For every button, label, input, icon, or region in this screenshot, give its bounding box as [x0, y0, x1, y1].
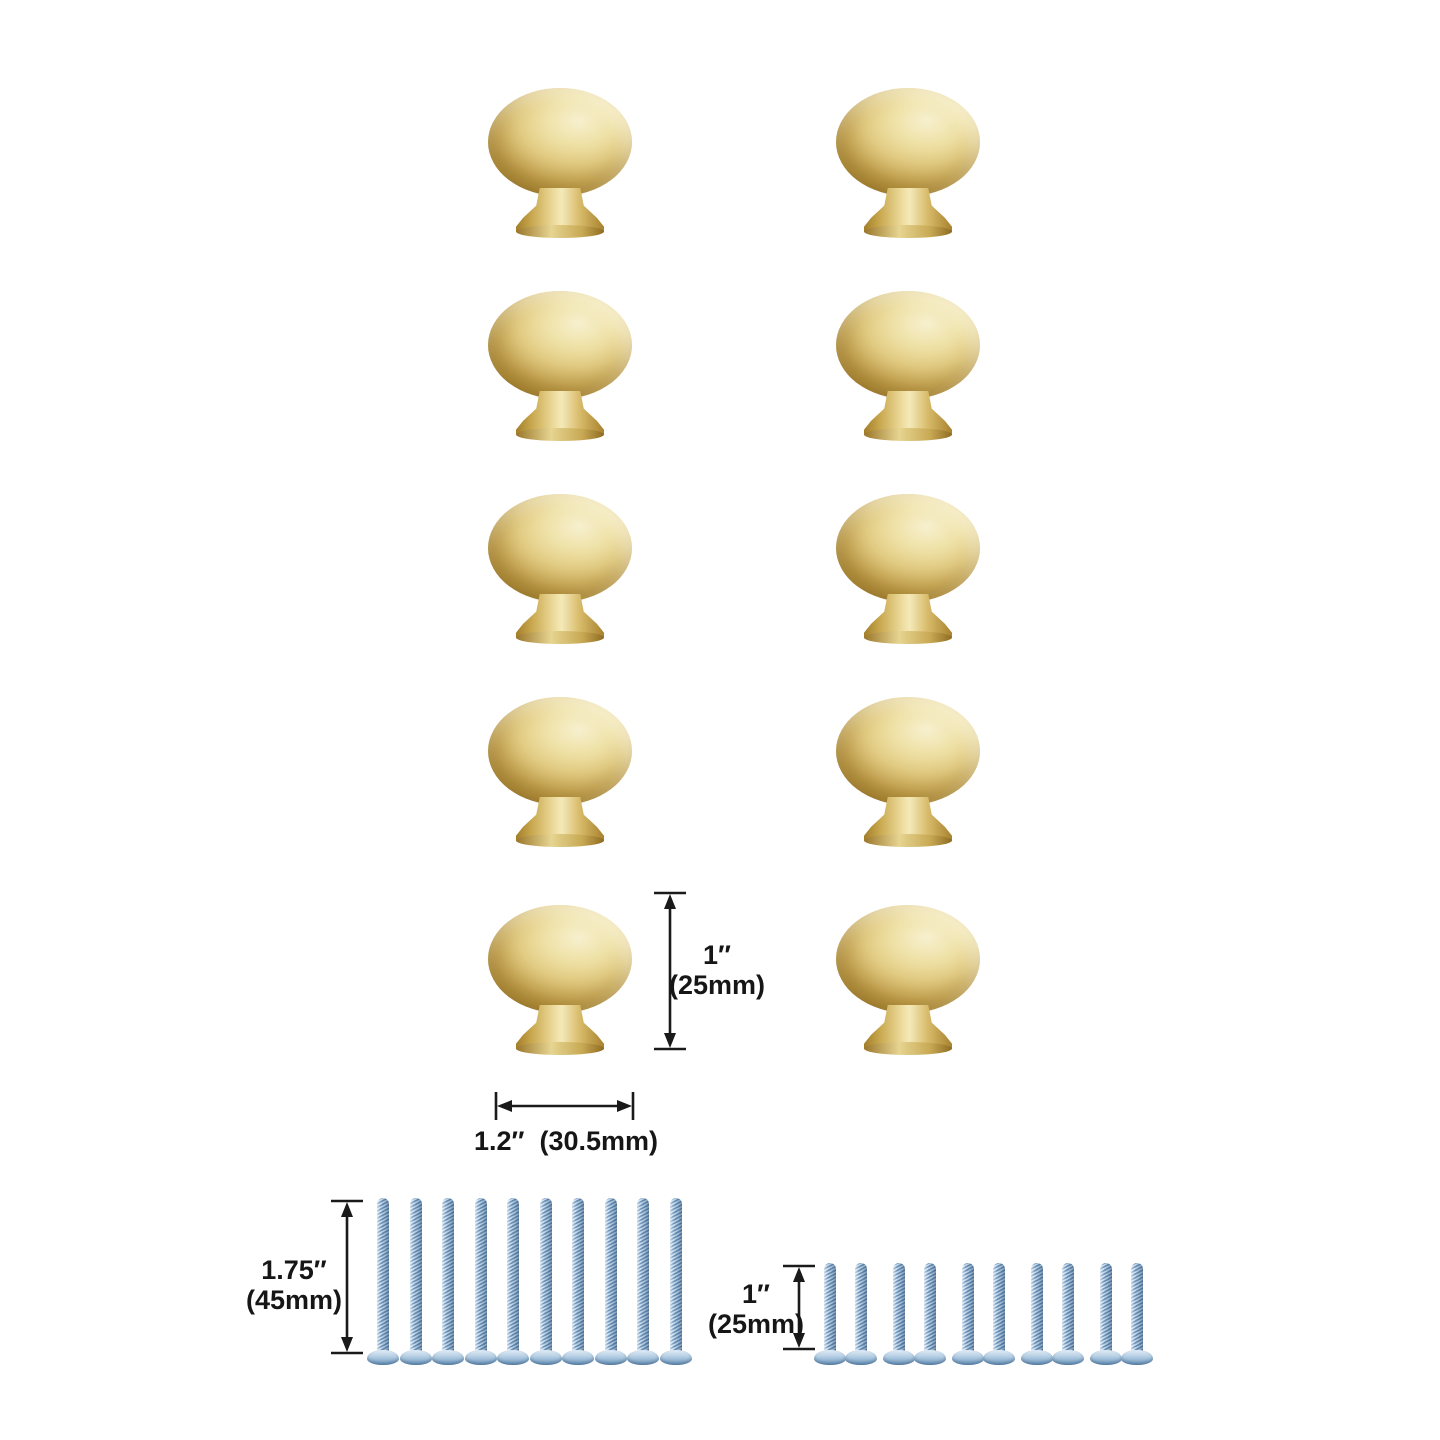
brass-knob — [833, 494, 983, 644]
brass-knob — [485, 697, 635, 847]
short-screw-inches: 1″ — [742, 1279, 770, 1309]
screw-shaft — [637, 1198, 649, 1356]
long-screw-mm: (45mm) — [245, 1285, 343, 1315]
knob-cap — [488, 905, 632, 1013]
screw-shaft — [1062, 1263, 1074, 1356]
screw-shaft — [924, 1263, 936, 1356]
screw-head — [627, 1350, 659, 1365]
screw-head — [562, 1350, 594, 1365]
screw-head — [952, 1350, 984, 1365]
short-screw-mm: (25mm) — [707, 1309, 805, 1339]
screw-shaft — [474, 1198, 487, 1356]
screw-head — [659, 1350, 692, 1365]
screw-shaft — [572, 1198, 584, 1356]
knob-cap — [488, 697, 632, 805]
knob-foot — [864, 428, 952, 441]
knob-cap — [836, 905, 980, 1013]
knob-width-label: 1.2″ (30.5mm) — [466, 1126, 666, 1156]
knob-foot — [516, 1042, 604, 1055]
knob-foot — [864, 1042, 952, 1055]
screw-head — [914, 1350, 946, 1365]
knob-height-inches: 1″ — [703, 940, 731, 970]
screw-shaft — [1100, 1263, 1112, 1356]
brass-knob — [833, 88, 983, 238]
screw-head — [983, 1350, 1015, 1365]
screw-shaft — [604, 1198, 617, 1356]
knob-cap — [836, 88, 980, 196]
knob-height-label: 1″ (25mm) — [657, 940, 777, 1000]
screw-head — [1121, 1350, 1153, 1365]
knob-foot — [516, 428, 604, 441]
screw-head — [497, 1350, 529, 1365]
screw-shaft — [507, 1198, 519, 1356]
knob-height-mm: (25mm) — [668, 970, 766, 1000]
brass-knob — [833, 697, 983, 847]
brass-knob — [485, 291, 635, 441]
screw-head — [814, 1350, 846, 1365]
screw-shaft — [409, 1198, 422, 1356]
knob-cap — [488, 88, 632, 196]
screw-head — [1021, 1350, 1053, 1365]
knob-cap — [836, 494, 980, 602]
knob-foot — [516, 631, 604, 644]
screw-shaft — [962, 1263, 974, 1356]
brass-knob — [485, 905, 635, 1055]
brass-knob — [485, 494, 635, 644]
knob-foot — [516, 834, 604, 847]
screw-head — [845, 1350, 877, 1365]
knob-foot — [516, 225, 604, 238]
screw-shaft — [824, 1263, 836, 1356]
screw-head — [529, 1350, 562, 1365]
screw-head — [1052, 1350, 1084, 1365]
brass-knob — [833, 291, 983, 441]
knob-width-mm: (30.5mm) — [539, 1126, 658, 1156]
screw-shaft — [855, 1263, 867, 1356]
brass-knob — [485, 88, 635, 238]
screw-head — [594, 1350, 627, 1365]
brass-knob — [833, 905, 983, 1055]
screw-shaft — [442, 1198, 454, 1356]
screw-shaft — [669, 1198, 682, 1356]
screw-head — [883, 1350, 915, 1365]
knob-width-inches: 1.2″ — [473, 1126, 525, 1156]
long-screw-length-label: 1.75″ (45mm) — [238, 1255, 350, 1315]
knob-cap — [488, 494, 632, 602]
long-screw-inches: 1.75″ — [261, 1255, 327, 1285]
screw-shaft — [1031, 1263, 1043, 1356]
knob-foot — [864, 834, 952, 847]
screw-head — [399, 1350, 432, 1365]
screw-shaft — [893, 1263, 905, 1356]
screw-shaft — [377, 1198, 389, 1356]
knob-foot — [864, 225, 952, 238]
knob-cap — [488, 291, 632, 399]
screw-shaft — [1131, 1263, 1143, 1356]
screw-head — [367, 1350, 399, 1365]
knob-foot — [864, 631, 952, 644]
screw-head — [1090, 1350, 1122, 1365]
screw-head — [464, 1350, 497, 1365]
screw-shaft — [539, 1198, 552, 1356]
knob-cap — [836, 697, 980, 805]
screw-shaft — [993, 1263, 1005, 1356]
short-screw-length-label: 1″ (25mm) — [702, 1279, 810, 1339]
knob-cap — [836, 291, 980, 399]
screw-head — [432, 1350, 464, 1365]
